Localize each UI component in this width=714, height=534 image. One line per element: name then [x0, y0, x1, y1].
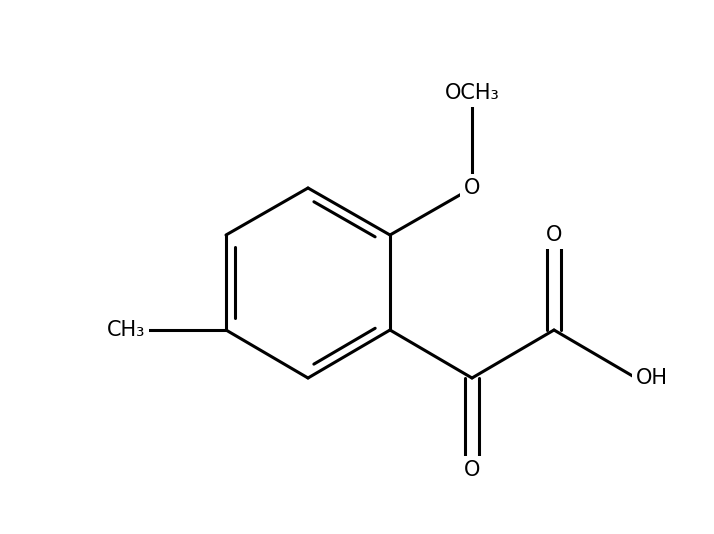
Text: CH₃: CH₃ — [106, 320, 145, 340]
Text: O: O — [464, 178, 481, 198]
Text: OCH₃: OCH₃ — [445, 83, 499, 103]
Text: OH: OH — [636, 368, 668, 388]
Text: O: O — [545, 225, 562, 245]
Text: O: O — [464, 460, 481, 480]
